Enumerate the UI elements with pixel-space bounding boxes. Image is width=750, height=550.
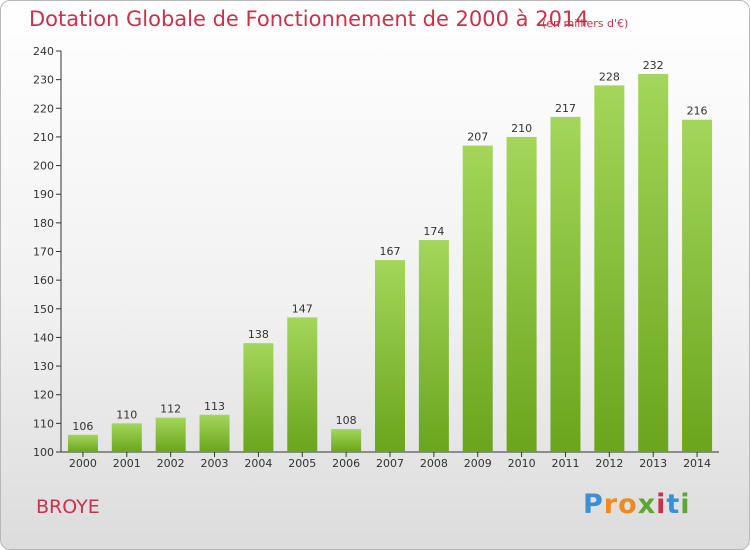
bar-value-label: 216 (687, 105, 708, 118)
y-tick-label: 130 (33, 360, 54, 373)
bar-value-label: 138 (248, 328, 269, 341)
y-tick-label: 150 (33, 303, 54, 316)
y-tick-label: 180 (33, 217, 54, 230)
bar (287, 317, 318, 452)
bar-value-label: 217 (555, 102, 576, 115)
y-axis: 100 110 120 130 140 150 160 170 180 190 200 210 220 2… (33, 45, 62, 459)
bar-value-label: 174 (423, 225, 444, 238)
bar-value-label: 110 (116, 408, 137, 421)
x-tick-label: 2013 (639, 457, 667, 470)
bar-value-label: 232 (643, 59, 664, 72)
bar-value-label: 228 (599, 70, 620, 83)
brand-letter: t (666, 489, 681, 520)
y-tick-label: 170 (33, 246, 54, 259)
x-tick-label: 2000 (69, 457, 97, 470)
bar (155, 417, 186, 452)
unit-note: (en milliers d'€) (542, 17, 629, 30)
bar (243, 343, 274, 452)
y-tick-label: 240 (33, 45, 54, 58)
bar-value-label: 207 (467, 131, 488, 144)
x-tick-label: 2008 (420, 457, 448, 470)
y-tick-label: 210 (33, 131, 54, 144)
x-tick-label: 2009 (464, 457, 492, 470)
y-tick-label: 110 (33, 417, 54, 430)
bar (375, 260, 405, 452)
x-tick-label: 2014 (683, 457, 711, 470)
data-labels: 106 110 112 113 138 147 108 167 174 207 210 217 228 2… (72, 59, 707, 433)
bars (67, 73, 713, 453)
x-tick-label: 2005 (288, 457, 316, 470)
bar (199, 414, 230, 452)
x-axis: 2000 2001 2002 2003 2004 2005 2006 2007 2008 2009… (61, 451, 719, 470)
bar (506, 136, 537, 452)
y-tick-label: 200 (33, 160, 54, 173)
commune-name: BROYE (36, 496, 100, 518)
bar (418, 240, 449, 452)
brand-letter: r (603, 489, 619, 520)
chart-title: Dotation Globale de Fonctionnement de 20… (29, 7, 589, 31)
y-tick-label: 230 (33, 74, 54, 87)
bar-value-label: 112 (160, 403, 181, 416)
y-tick-label: 160 (33, 274, 54, 287)
x-tick-label: 2001 (113, 457, 141, 470)
bar-value-label: 210 (511, 122, 532, 135)
bar (67, 434, 98, 452)
brand-letter: i (656, 489, 667, 520)
y-tick-label: 120 (33, 389, 54, 402)
bar (462, 145, 493, 452)
bar (682, 119, 713, 452)
x-tick-label: 2003 (201, 457, 229, 470)
bar (594, 85, 625, 452)
x-tick-label: 2007 (376, 457, 404, 470)
y-tick-label: 220 (33, 102, 54, 115)
y-tick-label: 100 (33, 446, 54, 459)
brand-letter: o (618, 489, 638, 520)
x-tick-label: 2006 (332, 457, 360, 470)
brand-letter: P (583, 489, 604, 520)
y-tick-label: 140 (33, 331, 54, 344)
bar (111, 423, 142, 452)
brand-logo[interactable]: Proxiti (583, 489, 691, 520)
bar-value-label: 167 (380, 245, 401, 258)
y-tick-label: 190 (33, 188, 54, 201)
brand-letter: x (637, 489, 657, 520)
x-tick-label: 2002 (157, 457, 185, 470)
bar-value-label: 106 (72, 420, 93, 433)
bar (638, 73, 669, 453)
bar-value-label: 113 (204, 400, 225, 413)
bar (550, 116, 581, 452)
brand-letter: i (680, 489, 691, 520)
bar (331, 429, 362, 452)
x-tick-label: 2012 (595, 457, 623, 470)
x-tick-label: 2011 (551, 457, 579, 470)
x-tick-label: 2004 (244, 457, 272, 470)
bar-value-label: 108 (336, 414, 357, 427)
bar-value-label: 147 (292, 302, 313, 315)
x-tick-label: 2010 (508, 457, 536, 470)
